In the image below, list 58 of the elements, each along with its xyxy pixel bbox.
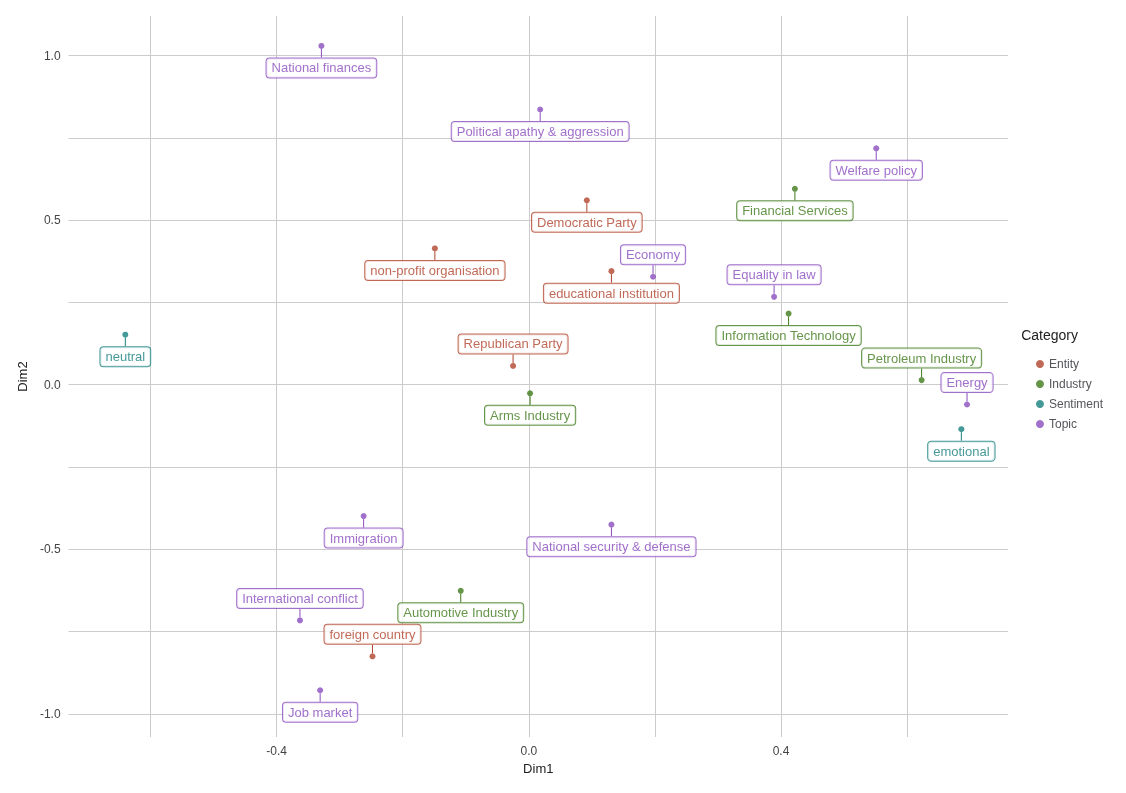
- annotation: Republican Party: [463, 336, 564, 352]
- point: [296, 617, 303, 624]
- annotation: educational institution: [548, 285, 674, 301]
- point: [958, 426, 965, 433]
- annotation: Energy: [946, 374, 989, 390]
- point: [318, 42, 325, 49]
- annotation: National security & defense: [532, 539, 691, 555]
- annotation: Arms Industry: [490, 407, 571, 423]
- point: [537, 106, 544, 113]
- annotation: Information Technology: [721, 328, 857, 344]
- x-tick-label: 0.4: [772, 744, 790, 758]
- y-tick-label: 0.5: [43, 213, 61, 228]
- point: [317, 687, 324, 694]
- annotation: non-profit organisation: [370, 262, 500, 278]
- annotation: Political apathy & aggression: [456, 124, 624, 139]
- annotation: neutral: [105, 349, 146, 365]
- point: [873, 145, 880, 152]
- annotation: Welfare policy: [835, 162, 918, 178]
- legend-label: Topic: [1048, 417, 1077, 431]
- point: [122, 331, 129, 338]
- annotation: Equality in law: [732, 267, 817, 283]
- point: [771, 293, 778, 300]
- point: [583, 197, 590, 204]
- legend-title: Category: [1021, 327, 1079, 343]
- annotation: National finances: [271, 60, 372, 76]
- annotation: Petroleum Industry: [867, 350, 977, 366]
- point: [785, 310, 792, 317]
- annotation: Economy: [625, 247, 681, 263]
- x-axis-title: Dim1: [523, 760, 554, 776]
- point: [457, 587, 464, 594]
- y-tick-label: -0.5: [39, 542, 61, 557]
- point: [791, 185, 798, 192]
- annotation: emotional: [933, 443, 990, 459]
- point: [918, 377, 925, 384]
- legend-label: Sentiment: [1048, 397, 1104, 411]
- y-tick-label: -1.0: [39, 706, 61, 721]
- annotation: Immigration: [329, 530, 398, 546]
- y-tick-label: 0.0: [43, 377, 61, 392]
- point: [527, 390, 534, 397]
- legend-label: Industry: [1048, 377, 1092, 391]
- y-tick-label: 1.0: [43, 48, 61, 63]
- y-axis-title: Dim2: [15, 361, 30, 392]
- annotation: International conflict: [242, 590, 359, 606]
- point: [650, 273, 657, 280]
- annotation: Job market: [287, 704, 353, 720]
- point: [510, 362, 517, 369]
- x-tick-label: 0.0: [520, 744, 538, 758]
- point: [608, 268, 615, 275]
- annotation: Democratic Party: [536, 214, 638, 230]
- annotation: Financial Services: [742, 203, 849, 219]
- point: [360, 513, 367, 520]
- annotation: Automotive Industry: [403, 605, 519, 621]
- x-tick-label: -0.4: [266, 744, 288, 758]
- annotation: foreign country: [329, 626, 416, 642]
- point: [964, 401, 971, 408]
- point: [431, 245, 438, 252]
- point: [608, 521, 615, 528]
- legend-label: Entity: [1048, 357, 1079, 371]
